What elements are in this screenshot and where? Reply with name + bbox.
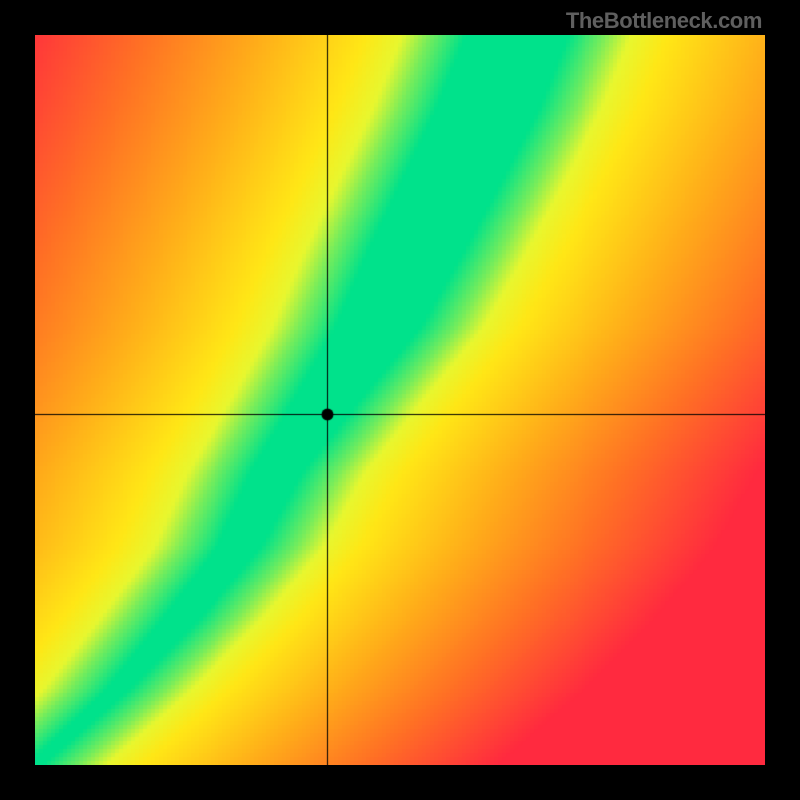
outer-frame: TheBottleneck.com bbox=[0, 0, 800, 800]
watermark-text: TheBottleneck.com bbox=[566, 8, 762, 34]
heatmap-canvas bbox=[35, 35, 765, 765]
plot-area bbox=[35, 35, 765, 765]
